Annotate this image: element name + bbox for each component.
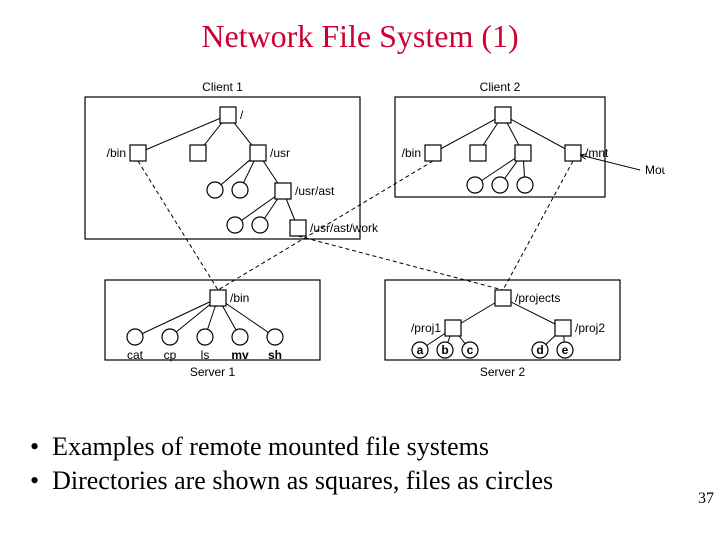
svg-text:mv: mv	[231, 348, 249, 362]
svg-text:a: a	[417, 343, 424, 357]
svg-text:/proj2: /proj2	[575, 321, 605, 335]
svg-text:Mount: Mount	[645, 163, 665, 177]
slide-title: Network File System (1)	[0, 0, 720, 55]
svg-text:/bin: /bin	[230, 291, 249, 305]
bullet-1: • Examples of remote mounted file system…	[30, 430, 553, 464]
svg-text:Client 2: Client 2	[480, 80, 521, 94]
svg-text:/usr: /usr	[270, 146, 290, 160]
bullet-list: • Examples of remote mounted file system…	[30, 430, 553, 498]
page-number: 37	[698, 490, 714, 508]
svg-text:e: e	[562, 343, 569, 357]
svg-text:Client 1: Client 1	[202, 80, 243, 94]
svg-text:c: c	[467, 343, 474, 357]
svg-text:/projects: /projects	[515, 291, 560, 305]
svg-text:d: d	[536, 343, 543, 357]
svg-text:Server 1: Server 1	[190, 365, 236, 379]
svg-text:ls: ls	[201, 348, 210, 362]
svg-text:/mnt: /mnt	[585, 146, 609, 160]
svg-text:/usr/ast: /usr/ast	[295, 184, 335, 198]
svg-text:/bin: /bin	[402, 146, 421, 160]
svg-text:/usr/ast/work: /usr/ast/work	[310, 221, 379, 235]
svg-text:cp: cp	[164, 348, 177, 362]
svg-text:b: b	[441, 343, 448, 357]
svg-text:/proj1: /proj1	[411, 321, 441, 335]
svg-text:cat: cat	[127, 348, 144, 362]
nfs-diagram: Client 1 / /bin/usr/usr/ast/usr/ast/work Cl…	[75, 75, 665, 405]
svg-text:/: /	[240, 108, 244, 122]
bullet-2: • Directories are shown as squares, file…	[30, 464, 553, 498]
svg-text:sh: sh	[268, 348, 282, 362]
svg-text:Server 2: Server 2	[480, 365, 526, 379]
svg-text:/bin: /bin	[107, 146, 126, 160]
